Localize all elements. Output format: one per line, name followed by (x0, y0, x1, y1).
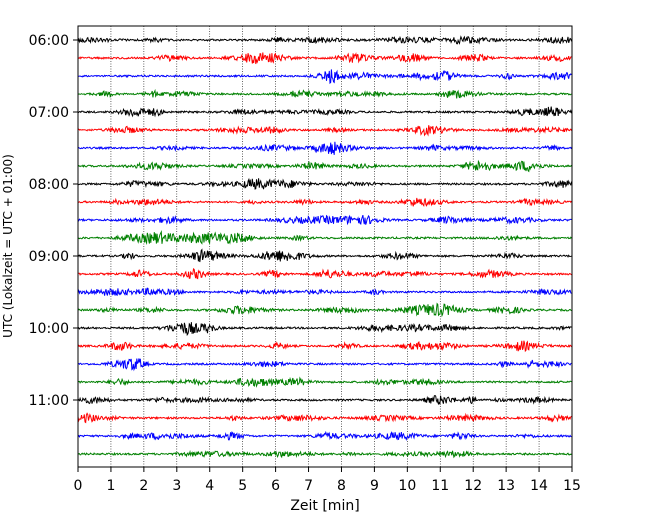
trace-line (77, 125, 572, 137)
trace-line (77, 177, 572, 190)
trace-line (77, 376, 572, 388)
traces-group (77, 35, 572, 459)
x-tick-label: 10 (398, 478, 416, 494)
x-tick-label: 1 (106, 478, 115, 494)
trace-line (77, 302, 572, 318)
x-tick-label: 5 (238, 478, 247, 494)
y-tick-label: 08:00 (29, 177, 69, 193)
y-tick-label: 07:00 (29, 105, 69, 121)
y-tick-label: 11:00 (29, 393, 69, 409)
trace-line (77, 394, 572, 406)
trace-line (77, 412, 572, 424)
trace-line (77, 197, 572, 208)
y-tick-label: 10:00 (29, 321, 69, 337)
plot-frame (77, 25, 573, 468)
x-tick-label: 8 (337, 478, 346, 494)
x-tick-label: 4 (205, 478, 214, 494)
x-tick-label: 13 (497, 478, 515, 494)
trace-line (77, 69, 572, 85)
x-tick-label: 14 (530, 478, 548, 494)
plot-background (78, 26, 572, 467)
trace-line (77, 52, 572, 65)
x-tick-label: 11 (431, 478, 449, 494)
x-tick-label: 12 (464, 478, 482, 494)
y-axis-label: UTC (Lokalzeit = UTC + 01:00) (1, 154, 15, 338)
x-tick-label: 15 (563, 478, 581, 494)
trace-line (77, 287, 572, 297)
x-tick-label: 9 (370, 478, 379, 494)
trace-line (77, 106, 572, 118)
x-axis: 0 1 2 3 4 5 6 7 8 9 10 11 12 13 14 15 (74, 467, 581, 494)
trace-line (77, 322, 572, 337)
x-gridlines (110, 26, 540, 467)
trace-line (77, 358, 572, 372)
x-axis-label: Zeit [min] (290, 498, 359, 514)
trace-line (77, 35, 572, 45)
trace-line (77, 229, 572, 246)
x-tick-label: 0 (74, 478, 83, 494)
trace-line (77, 449, 572, 459)
trace-line (77, 141, 572, 155)
trace-line (77, 430, 572, 442)
x-tick-label: 3 (172, 478, 181, 494)
trace-line (77, 214, 572, 226)
x-tick-label: 2 (139, 478, 148, 494)
y-axis: 06:00 07:00 08:00 09:00 10:00 11:00 (29, 33, 78, 409)
x-tick-label: 7 (304, 478, 313, 494)
y-tick-label: 06:00 (29, 33, 69, 49)
trace-line (77, 88, 572, 99)
trace-line (77, 340, 572, 353)
x-tick-label: 6 (271, 478, 280, 494)
y-tick-label: 09:00 (29, 249, 69, 265)
trace-line (77, 159, 572, 173)
trace-line (77, 248, 572, 263)
trace-line (77, 268, 572, 280)
